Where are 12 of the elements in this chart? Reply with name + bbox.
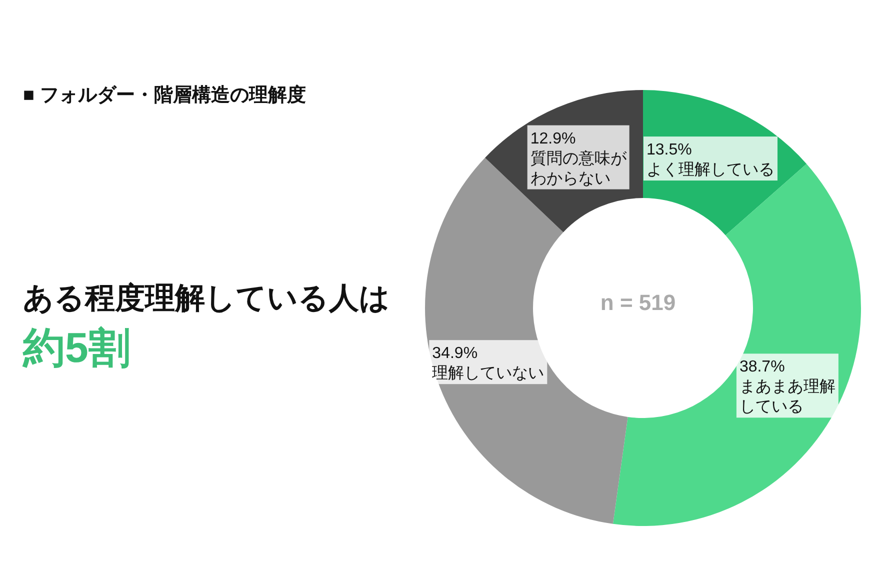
text: ■ フォルダー・階層構造の理解度 xyxy=(23,84,306,108)
slice-label: 理解していない xyxy=(432,365,544,382)
text: 約5割 xyxy=(23,323,130,373)
slice-label: 質問の意味がわからない xyxy=(530,149,628,188)
slice-label: よく理解している xyxy=(646,162,774,179)
text: n = 519 xyxy=(599,290,677,316)
text: ある程度理解している人は xyxy=(23,281,390,317)
data-label: 38.7% xyxy=(739,358,785,376)
data-label: 34.9% xyxy=(432,345,478,362)
slice-label: まあまあ理解している xyxy=(739,378,836,416)
data-label: 13.5% xyxy=(646,142,692,159)
data-label: 12.9% xyxy=(530,130,576,148)
